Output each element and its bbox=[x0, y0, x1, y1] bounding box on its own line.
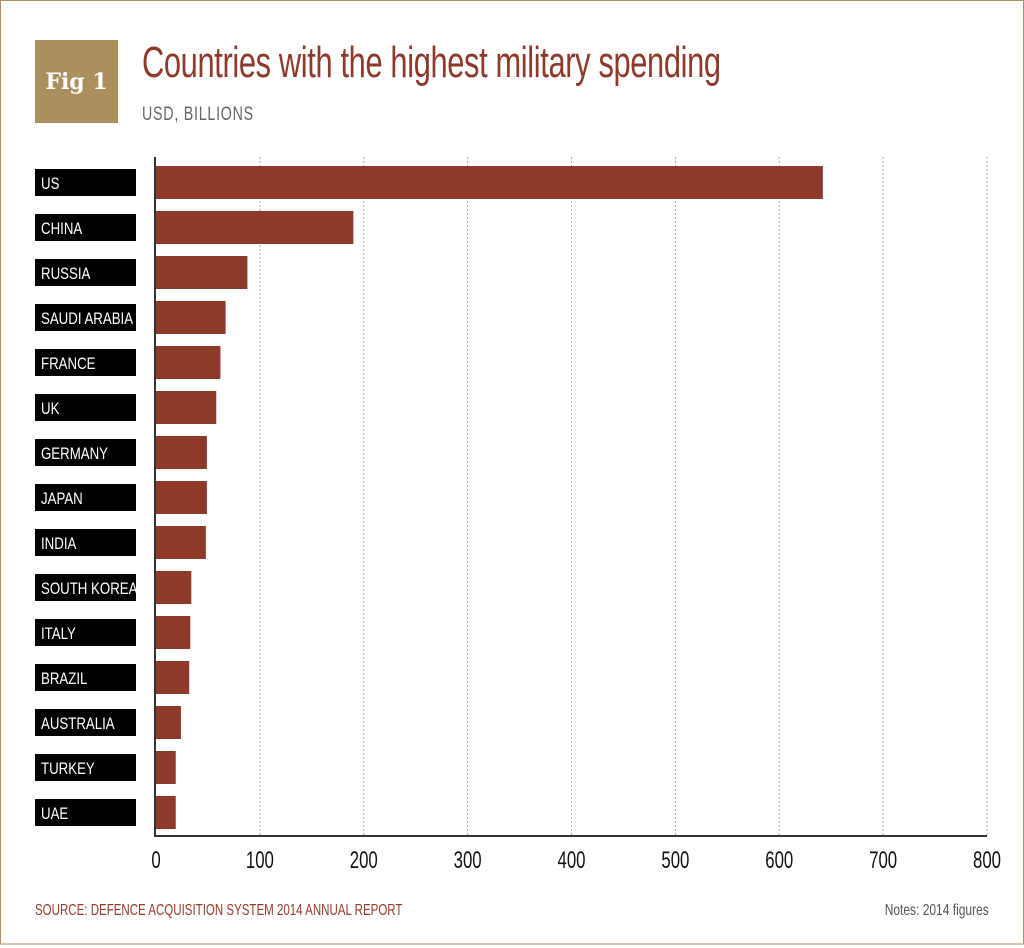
x-tick-label: 500 bbox=[661, 847, 689, 874]
category-label: US bbox=[41, 175, 59, 194]
category-label: RUSSIA bbox=[41, 265, 91, 284]
x-tick-label: 400 bbox=[557, 847, 585, 874]
category-label-box bbox=[35, 349, 136, 376]
bar bbox=[156, 256, 248, 289]
bar bbox=[156, 436, 207, 469]
category-label-box bbox=[35, 664, 136, 691]
category-label-box bbox=[35, 754, 136, 781]
category-label: SAUDI ARABIA bbox=[41, 310, 134, 329]
category-label-box bbox=[35, 439, 136, 466]
bar bbox=[156, 571, 192, 604]
category-label-box bbox=[35, 169, 136, 196]
chart-subtitle: USD, BILLIONS bbox=[142, 104, 254, 125]
category-label: UAE bbox=[41, 805, 68, 824]
bar bbox=[156, 211, 354, 244]
category-label: FRANCE bbox=[41, 355, 95, 374]
category-label: TURKEY bbox=[41, 760, 95, 779]
bar bbox=[156, 526, 206, 559]
bar bbox=[156, 166, 823, 199]
category-label: ITALY bbox=[41, 625, 76, 644]
bar bbox=[156, 706, 181, 739]
category-label: BRAZIL bbox=[41, 670, 87, 689]
category-label-box bbox=[35, 304, 136, 331]
notes: Notes: 2014 figures bbox=[884, 902, 989, 919]
category-label: JAPAN bbox=[41, 490, 83, 509]
category-label-box bbox=[35, 799, 136, 826]
category-label-box bbox=[35, 484, 136, 511]
x-tick-label: 200 bbox=[350, 847, 378, 874]
bar bbox=[156, 391, 217, 424]
bar bbox=[156, 346, 221, 379]
figure-badge: Fig 1 bbox=[35, 40, 118, 123]
bar bbox=[156, 661, 190, 694]
category-label-box bbox=[35, 214, 136, 241]
x-tick-label: 300 bbox=[454, 847, 482, 874]
category-label-box bbox=[35, 394, 136, 421]
category-label: INDIA bbox=[41, 535, 77, 554]
bar bbox=[156, 481, 207, 514]
chart-title: Countries with the highest military spen… bbox=[142, 38, 721, 87]
bar bbox=[156, 751, 176, 784]
category-label: GERMANY bbox=[41, 445, 108, 464]
category-label-box bbox=[35, 259, 136, 286]
category-label-box bbox=[35, 619, 136, 646]
category-label: SOUTH KOREA bbox=[41, 580, 138, 599]
bar bbox=[156, 301, 226, 334]
bar bbox=[156, 796, 176, 829]
x-tick-label: 0 bbox=[151, 847, 160, 874]
category-label: CHINA bbox=[41, 220, 83, 239]
category-label-box bbox=[35, 529, 136, 556]
bar bbox=[156, 616, 191, 649]
category-label: UK bbox=[41, 400, 59, 419]
category-label-box bbox=[35, 709, 136, 736]
x-tick-label: 700 bbox=[869, 847, 897, 874]
x-tick-label: 100 bbox=[246, 847, 274, 874]
x-tick-label: 600 bbox=[765, 847, 793, 874]
category-label: AUSTRALIA bbox=[41, 715, 115, 734]
category-label-box bbox=[35, 574, 136, 601]
source-note: SOURCE: DEFENCE ACQUISITION SYSTEM 2014 … bbox=[35, 902, 403, 919]
x-tick-label: 800 bbox=[973, 847, 1001, 874]
